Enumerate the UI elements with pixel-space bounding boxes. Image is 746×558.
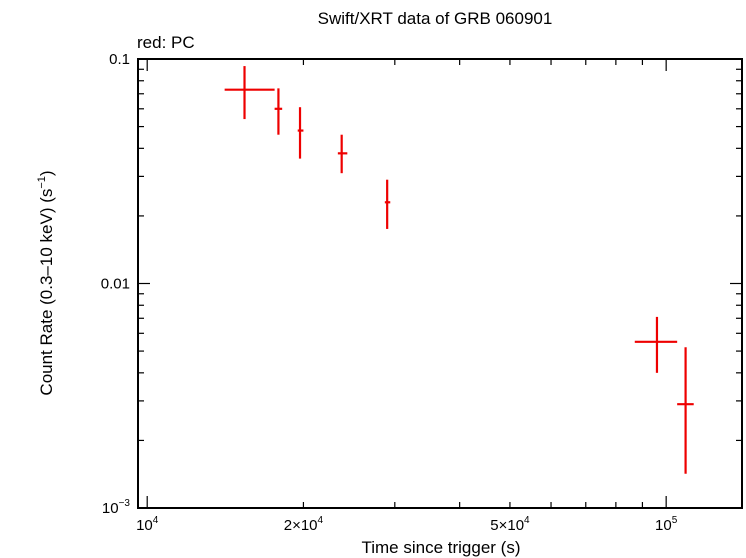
axis-ticks bbox=[138, 58, 742, 509]
x-tick-label: 2×104 bbox=[284, 515, 324, 534]
chart-subtitle: red: PC bbox=[137, 33, 195, 52]
data-point bbox=[224, 66, 275, 120]
data-point bbox=[677, 347, 694, 474]
axis-tick-labels: 104 2×104 5×104 105 0.1 0.01 10−3 bbox=[101, 51, 678, 534]
y-axis-label-end: ) bbox=[37, 170, 56, 176]
y-tick-label: 0.1 bbox=[109, 51, 130, 68]
y-tick-label: 0.01 bbox=[101, 276, 130, 293]
chart-title: Swift/XRT data of GRB 060901 bbox=[318, 9, 553, 28]
y-axis-label-main: Count Rate (0.3–10 keV) (s bbox=[37, 189, 56, 396]
y-axis-label: Count Rate (0.3–10 keV) (s−1) bbox=[36, 170, 56, 395]
data-point bbox=[297, 107, 304, 159]
data-points bbox=[224, 66, 694, 474]
data-point bbox=[337, 134, 348, 174]
data-point bbox=[634, 316, 678, 373]
data-point bbox=[274, 88, 283, 135]
x-tick-label: 5×104 bbox=[490, 515, 530, 534]
plot-frame bbox=[137, 58, 743, 509]
x-tick-label: 104 bbox=[136, 515, 159, 534]
x-tick-label: 105 bbox=[655, 515, 678, 534]
y-axis-label-sup: −1 bbox=[36, 176, 48, 189]
y-tick-label: 10−3 bbox=[102, 498, 131, 517]
x-axis-label: Time since trigger (s) bbox=[361, 538, 520, 557]
data-point bbox=[384, 179, 391, 229]
